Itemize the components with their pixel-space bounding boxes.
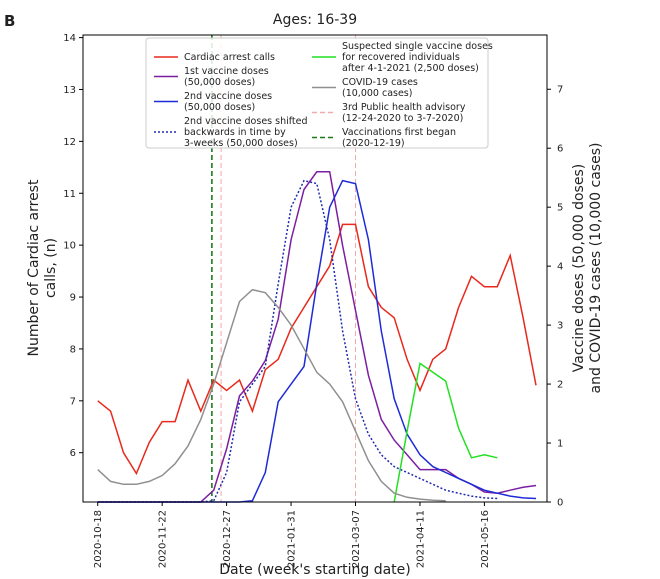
x-tick-label: 2020-12-27 [222, 510, 233, 568]
y2-tick-label: 4 [557, 262, 563, 273]
y2-axis-label-line: and COVID-19 cases (10,000 cases) [588, 143, 604, 394]
legend-entry: 2nd vaccine doses shifted backwards in ti… [184, 116, 308, 149]
legend-entry: Cardiac arrest calls [184, 52, 275, 63]
legend-box [145, 37, 489, 149]
legend-entry-line: (50,000 doses) [184, 77, 255, 88]
legend-entry: 3rd Public health advisory (12-24-2020 to… [342, 102, 466, 124]
y-tick-label: 14 [63, 33, 76, 44]
plot-frame [82, 34, 548, 503]
y2-tick-label: 7 [557, 85, 563, 96]
series-line [97, 288, 446, 502]
series-line [97, 179, 498, 503]
legend-entry: COVID-19 cases (10,000 cases) [342, 77, 418, 99]
y-tick-label: 7 [70, 396, 76, 407]
y-axis-label: Number of Cardiac arrestcalls, (n) [26, 179, 59, 356]
legend-entry-line: 2nd vaccine doses shifted [184, 116, 308, 127]
y-tick-label: 13 [63, 85, 76, 96]
y2-axis-label: Vaccine doses (50,000 doses)and COVID-19… [571, 143, 604, 394]
series-line [393, 362, 498, 503]
y-tick-label: 6 [70, 448, 76, 459]
legend-entry: 1st vaccine doses (50,000 doses) [184, 66, 269, 88]
legend-entry-line: (12-24-2020 to 3-7-2020) [342, 113, 463, 124]
series-line [97, 223, 537, 476]
legend-entry: Suspected single vaccine doses for recove… [342, 41, 493, 74]
legend-entry-line: Cardiac arrest calls [184, 52, 275, 63]
legend-entry-line: (2020-12-19) [342, 138, 405, 149]
legend-entry-line: 1st vaccine doses [184, 66, 269, 77]
panel-label: B [4, 12, 15, 30]
legend-entry-line: COVID-19 cases [342, 77, 418, 88]
x-tick-label: 2021-01-31 [287, 510, 298, 568]
legend-entry-line: 3-weeks (50,000 doses) [184, 138, 298, 149]
y2-tick-label: 6 [557, 144, 563, 155]
legend-entry-line: for recovered individuals [342, 52, 460, 63]
legend-entry-line: (50,000 doses) [184, 102, 255, 113]
y-tick-label: 10 [63, 241, 76, 252]
y-tick-label: 8 [70, 344, 76, 355]
x-tick-label: 2021-04-11 [415, 510, 426, 568]
y2-tick-label: 3 [557, 321, 563, 332]
y-axis-label-line: Number of Cardiac arrest [26, 179, 42, 356]
legend-entry-line: (10,000 cases) [342, 88, 412, 99]
series-line [97, 171, 537, 503]
legend-entry-line: Suspected single vaccine doses [342, 41, 493, 52]
x-tick-label: 2021-03-07 [351, 510, 362, 568]
y2-tick-label: 5 [557, 203, 563, 214]
legend-entry-line: after 4-1-2021 (2,500 doses) [342, 63, 479, 74]
legend-entry: Vaccinations first began (2020-12-19) [342, 127, 456, 149]
y2-axis-label-line: Vaccine doses (50,000 doses) [571, 164, 587, 372]
legend-entry-line: 2nd vaccine doses [184, 91, 272, 102]
y-tick-label: 9 [70, 293, 76, 304]
chart-title: Ages: 16-39 [273, 12, 357, 28]
y2-tick-label: 1 [557, 439, 563, 450]
x-tick-label: 2020-10-18 [93, 510, 104, 568]
y-tick-label: 11 [63, 189, 76, 200]
x-tick-label: 2021-05-16 [480, 510, 491, 568]
y2-tick-label: 2 [557, 380, 563, 391]
legend-entry: 2nd vaccine doses (50,000 doses) [184, 91, 272, 113]
y-axis-label-line: calls, (n) [43, 238, 59, 298]
legend-entry-line: Vaccinations first began [342, 127, 456, 138]
x-axis-label: Date (week's starting date) [219, 562, 411, 578]
legend-entry-line: backwards in time by [184, 127, 286, 138]
y2-tick-label: 0 [557, 498, 563, 509]
legend-entry-line: 3rd Public health advisory [342, 102, 466, 113]
x-tick-label: 2020-11-22 [158, 510, 169, 568]
y-tick-label: 12 [63, 137, 76, 148]
